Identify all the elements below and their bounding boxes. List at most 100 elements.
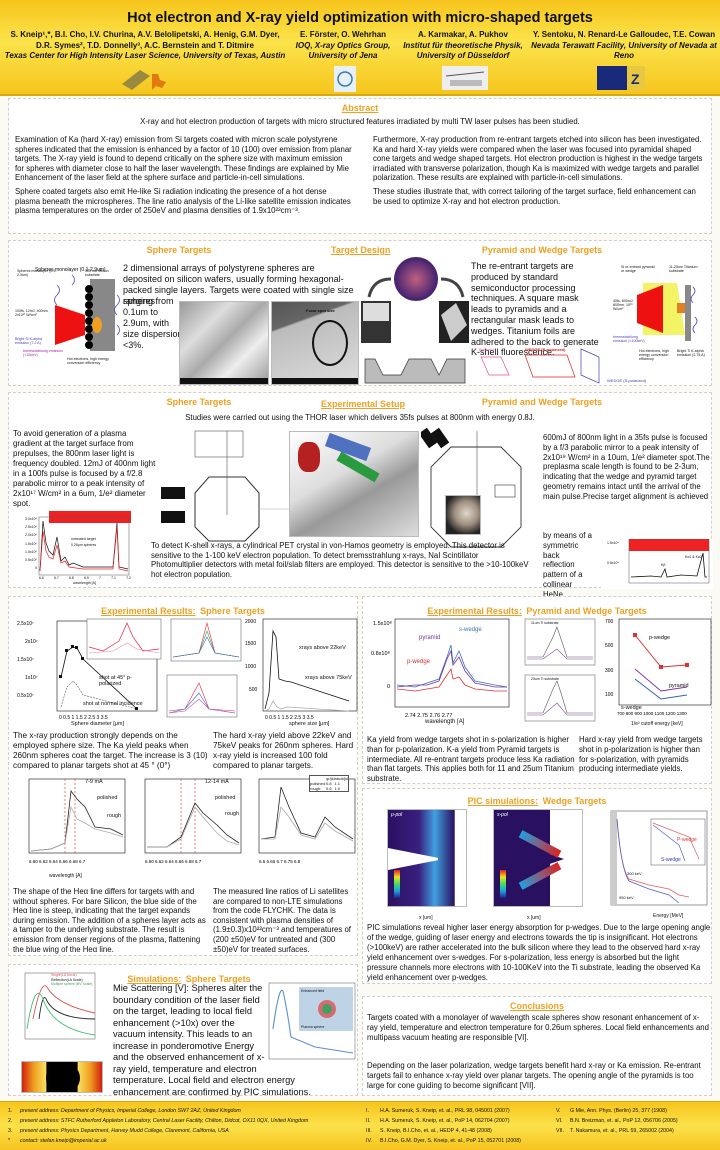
svg-text:500: 500 [249,687,258,693]
simulations-text-top: Mie Scattering [V]: Spheres alter the bo… [113,983,265,1074]
svg-text:1500: 1500 [245,641,256,647]
simulations-sphere-panel: Simulations: Sphere Targets Single(LA fo… [8,964,358,1097]
svg-text:1.5x10⁷: 1.5x10⁷ [17,657,34,663]
svg-text:0 0.5 1 1.5 2 2.5 3 3.5: 0 0.5 1 1.5 2 2.5 3 3.5 [265,715,314,721]
sphere-target-diagram: Spheres monolayer (0.1-2.9um) [35,267,120,351]
results-sphere-text-left: The x-ray production strongly depends on… [13,731,208,770]
chamber-diagram-sphere [161,430,289,542]
ti-ka-spectrum-chart: 1.5x10⁸ 0.8x10⁸ 0 2.74 2.75 2.76 2.77 [371,618,510,719]
pic-heading-a: PIC simulations: [467,796,539,806]
conclusions-heading: Conclusions [509,1001,564,1011]
ka-spectrum-normal [86,618,162,660]
mie-enhancement-chart [24,972,96,1040]
si-spectrum-chart: 3.0x10⁶ 2.5x10⁶ 2.0x10⁶ 1.5x10⁶ 1.0x10⁶ 0.5x1… [13,511,131,587]
svg-text:0.5x10⁷: 0.5x10⁷ [17,693,34,699]
svg-text:2.74 2.75 2.76: 2.74 2.75 2.76 2.77 [405,713,452,719]
ka-yield-vs-diameter-chart: 2.5x10⁷ 2x10⁷ 1.5x10⁷ 1x10⁷ 0.5x10⁷ 0 0.… [17,620,158,721]
svg-text:2.5x10⁷: 2.5x10⁷ [17,621,34,627]
sphere-targets-heading: Sphere Targets [146,245,212,255]
ti-spectrum-inset-11um [524,618,596,666]
abstract-panel: Abstract X-ray and hot electron producti… [8,98,712,234]
svg-text:500: 500 [605,643,614,649]
mie-field-enhancement-chart [268,982,356,1060]
svg-text:6.6 6.65 6.7 6.75: 6.6 6.65 6.7 6.75 6.8 [259,859,301,864]
ka-spectrum-normal-sizes [166,674,238,718]
results-pyramid-heading-b: Pyramid and Wedge Targets [526,606,647,616]
svg-text:1.5x10⁸: 1.5x10⁸ [373,620,392,627]
svg-text:300: 300 [605,668,614,674]
affiliation-texas: S. Kneip¹,*, B.I. Cho, I.V. Churina, A.V… [4,30,286,60]
svg-text:0 0.5 1 1.5 2 2.5 3: 0 0.5 1 1.5 2 2.5 3 3.5 [59,715,108,721]
svg-text:Spheres monolayer (0.1-2.9um): Spheres monolayer (0.1-2.9um) [35,267,106,273]
setup-sphere-heading: Sphere Targets [166,397,232,407]
results-pyramid-text-left: Ka yield from wedge targets shot in s-po… [367,735,575,784]
simulations-text-bottom: temperature. Local field and electron en… [113,1075,311,1097]
setup-intro: Studies were carried out using the THOR … [185,413,535,422]
setup-left-text: To avoid generation of a plasma gradient… [13,429,156,508]
svg-text:1x10⁷: 1x10⁷ [25,675,38,681]
simulations-heading-b: Sphere Targets [185,974,251,984]
pic-map-s-pol: s-pol [493,809,583,907]
results-pyramid-heading-a: Experimental Results: [427,606,522,616]
abstract-heading: Abstract [341,103,379,113]
nevada-logo-icon: Z [597,66,645,90]
results-sphere-panel: Experimental Results: Sphere Targets 2.5… [8,596,358,956]
results-sphere-text-right: The hard x-ray yield above 22keV and 75k… [213,731,354,770]
target-photo [445,495,481,535]
conclusions-p2: Depending on the laser polarization, wed… [367,1061,701,1090]
pyramid-target-diagram [637,283,698,341]
von-hamos-spectrometer-render [289,431,419,537]
results-sphere-he-text-right: The measured line ratios of Li satellite… [213,887,351,954]
setup-right-text: 600mJ of 800nm light in a 35fs pulse is … [543,433,710,501]
pyramid-target-text: The re-entrant targets are produced by s… [471,261,599,358]
simulations-heading-a: Simulations: [127,974,182,984]
target-design-heading: Target Design [331,245,391,255]
ti-spectrum-chart: 1.5x10⁸ 0.8x10⁸ Kα1 & Kα2 Kβ [601,539,713,589]
pic-heading-b: Wedge Targets [542,796,607,806]
affiliation-nevada: Y. Sentoku, N. Renard-Le Galloudec, T.E.… [531,30,717,60]
conclusions-panel: Conclusions Targets coated with a monola… [362,996,712,1096]
pyramid-targets-heading: Pyramid and Wedge Targets [481,245,603,255]
conclusions-p1: Targets coated with a monolayer of wavel… [367,1013,709,1042]
poster-footer: 1. present address: Department of Physics… [0,1101,720,1150]
svg-text:Z: Z [631,71,640,87]
results-pyramid-text-right: Hard x-ray yield from wedge targets shot… [579,735,703,774]
experimental-setup-panel: Sphere Targets Experimental Setup Pyrami… [8,392,713,599]
setup-center-text: To detect K-shell x-rays, a cylindrical … [151,541,529,579]
line-ratio-table: qr/jkl abcd/jkl polished: 0.8 1.1 rough: 0.6… [309,775,350,792]
hard-xray-vs-sphere-size-chart: 2000 1500 1000 500 0 0.5 1 1.5 2 2.5 3 3… [245,618,358,721]
li-satellites-chart: 6.6 6.65 6.7 6.75 6.8 [258,778,356,864]
sphere-target-text: 2 dimensional arrays of polystyrene sphe… [123,263,354,306]
pic-text: PIC simulations reveal higher laser ener… [367,923,711,982]
abstract-summary: X-ray and hot electron production of tar… [140,117,580,126]
jena-logo-icon [334,66,356,92]
poster-header: Hot electron and X-ray yield optimizatio… [0,0,720,96]
setup-pyramid-heading: Pyramid and Wedge Targets [481,397,603,407]
results-sphere-heading-b: Sphere Targets [200,606,265,616]
wafer-process-diagram [361,257,469,384]
sem-image-spheres [179,301,269,385]
target-design-panel: Sphere Targets Target Design Pyramid and… [8,240,712,386]
setup-heading: Experimental Setup [321,399,406,409]
pic-map-p-pol: p-pol [387,809,467,907]
svg-text:1000: 1000 [245,664,256,670]
svg-text:0.8x10⁸: 0.8x10⁸ [371,650,390,657]
results-sphere-heading-a: Experimental Results: [101,606,196,616]
abstract-left: Examination of Ka (hard X-ray) emission … [15,135,352,216]
svg-text:2000: 2000 [245,619,256,625]
duesseldorf-logo-icon [442,66,488,90]
ka-spectrum-45deg [170,618,242,662]
affiliation-duesseldorf: A. Karmakar, A. Pukhov Institut für theo… [403,30,523,60]
svg-text:6.60 6.62 6.64 6.66 6.68: 6.60 6.62 6.64 6.66 6.68 6.7 [29,859,86,864]
svg-text:2x10⁷: 2x10⁷ [25,639,38,645]
svg-text:700: 700 [605,619,614,625]
polarization-diagram [480,348,600,384]
hard-xray-vs-cutoff-chart: 700 500 300 100 700 800 900 1000 1100 12… [605,618,712,716]
sphere-target-text-side: ranging from 0.1um to 2.9um, with size d… [123,296,183,350]
he-alpha-coated-chart: 6.60 6.62 6.64 6.66 6.68 6.7 [144,778,242,864]
setup-right-text-side: by means of a symmetric back reflection … [543,531,592,599]
electron-spectrum-chart [610,810,708,906]
svg-text:100: 100 [605,692,614,698]
svg-text:0: 0 [387,684,390,690]
results-sphere-he-text-left: The shape of the Heα line differs for ta… [13,887,206,954]
